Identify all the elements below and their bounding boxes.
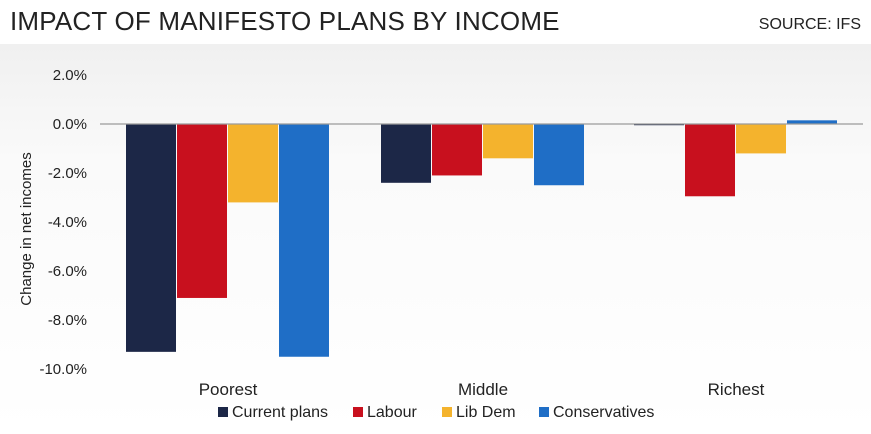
legend-label: Conservatives — [553, 404, 654, 421]
legend-swatch — [353, 407, 363, 417]
y-tick-label: -10.0% — [39, 361, 87, 378]
y-tick-label: 2.0% — [53, 67, 87, 84]
legend-item: Labour — [353, 404, 417, 421]
category-label: Richest — [708, 380, 765, 399]
legend-label: Lib Dem — [456, 404, 516, 421]
source-label: SOURCE: IFS — [758, 16, 861, 33]
bar-lib-dem-poorest — [228, 124, 278, 203]
category-label: Poorest — [199, 380, 258, 399]
bar-lib-dem-richest — [736, 124, 786, 154]
legend-label: Current plans — [232, 404, 328, 421]
bar-labour-richest — [685, 124, 735, 197]
legend-swatch — [539, 407, 549, 417]
legend-swatch — [442, 407, 452, 417]
y-tick-label: -4.0% — [48, 214, 87, 231]
y-tick-label: -2.0% — [48, 165, 87, 182]
category-label: Middle — [458, 380, 508, 399]
y-axis-label: Change in net incomes — [18, 152, 35, 305]
bar-current-plans-richest — [634, 124, 684, 126]
bar-conservatives-middle — [534, 124, 584, 186]
bar-labour-poorest — [177, 124, 227, 298]
bar-lib-dem-middle — [483, 124, 533, 159]
legend-swatch — [218, 407, 228, 417]
bar-labour-middle — [432, 124, 482, 176]
bar-current-plans-poorest — [126, 124, 176, 352]
legend-item: Current plans — [218, 404, 328, 421]
legend-item: Conservatives — [539, 404, 654, 421]
bar-current-plans-middle — [381, 124, 431, 183]
legend-item: Lib Dem — [442, 404, 516, 421]
y-tick-label: -6.0% — [48, 263, 87, 280]
legend-label: Labour — [367, 404, 417, 421]
chart-title: IMPACT OF MANIFESTO PLANS BY INCOME — [10, 6, 560, 36]
y-tick-label: 0.0% — [53, 116, 87, 133]
bar-conservatives-poorest — [279, 124, 329, 357]
y-tick-label: -8.0% — [48, 312, 87, 329]
bar-conservatives-richest — [787, 120, 837, 124]
header: IMPACT OF MANIFESTO PLANS BY INCOME SOUR… — [0, 0, 871, 44]
